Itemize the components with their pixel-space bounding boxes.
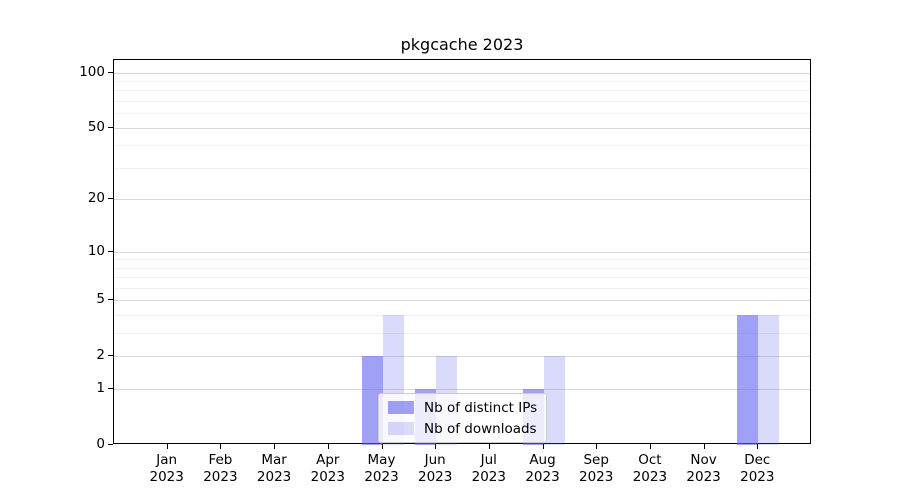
gridline-major-100: [114, 72, 810, 74]
gridline-major-1: [114, 389, 810, 391]
x-tick-dec: [757, 444, 759, 449]
legend: Nb of distinct IPs Nb of downloads: [378, 393, 548, 443]
gridline-minor-80: [114, 90, 810, 92]
legend-label-distinct-ips: Nb of distinct IPs: [424, 399, 538, 416]
y-tick-5: [108, 299, 113, 301]
legend-item-downloads: Nb of downloads: [388, 419, 537, 438]
x-tick-apr: [327, 444, 329, 449]
x-tick-oct: [649, 444, 651, 449]
gridline-minor-90: [114, 81, 810, 82]
x-tick-jul: [488, 444, 490, 449]
y-tick-1: [108, 388, 113, 390]
y-tick-label-5: 5: [96, 291, 105, 308]
gridline-minor-3: [114, 333, 810, 335]
legend-item-distinct-ips: Nb of distinct IPs: [388, 398, 537, 417]
y-tick-10: [108, 250, 113, 252]
legend-swatch-distinct-ips-icon: [388, 401, 414, 414]
gridline-minor-40: [114, 145, 810, 147]
y-tick-label-10: 10: [87, 242, 105, 259]
x-tick-feb: [220, 444, 222, 449]
x-tick-label-may: May 2023: [364, 452, 399, 485]
y-tick-label-100: 100: [79, 63, 105, 80]
x-tick-aug: [542, 444, 544, 449]
y-tick-20: [108, 198, 113, 200]
gridline-minor-9: [114, 259, 810, 261]
legend-swatch-downloads-icon: [388, 422, 414, 435]
bar-nb-of-downloads-dec: [758, 315, 780, 445]
y-tick-label-2: 2: [96, 347, 105, 364]
x-tick-label-sep: Sep 2023: [579, 452, 614, 485]
x-tick-sep: [596, 444, 598, 449]
y-tick-100: [108, 71, 113, 73]
gridline-major-10: [114, 251, 810, 253]
gridline-major-50: [114, 127, 810, 129]
gridline-minor-60: [114, 113, 810, 115]
x-tick-mar: [274, 444, 276, 449]
x-tick-label-jul: Jul 2023: [471, 452, 506, 485]
gridline-minor-7: [114, 277, 810, 279]
bar-nb-of-downloads-aug: [543, 356, 565, 445]
y-tick-0: [108, 444, 113, 445]
y-tick-label-50: 50: [87, 118, 105, 135]
y-tick-2: [108, 355, 113, 357]
x-tick-label-jun: Jun 2023: [418, 452, 453, 485]
x-tick-may: [381, 444, 383, 449]
x-tick-nov: [703, 444, 705, 449]
gridline-minor-8: [114, 267, 810, 269]
y-tick-50: [108, 126, 113, 128]
y-tick-label-1: 1: [96, 380, 105, 397]
gridline-major-2: [114, 356, 810, 358]
gridline-minor-6: [114, 288, 810, 289]
y-tick-label-0: 0: [96, 436, 105, 452]
x-tick-label-apr: Apr 2023: [310, 452, 345, 485]
legend-label-downloads: Nb of downloads: [424, 420, 537, 437]
gridline-major-5: [114, 300, 810, 302]
chart-title: pkgcache 2023: [400, 35, 524, 54]
x-tick-jun: [435, 444, 437, 449]
gridline-minor-70: [114, 101, 810, 102]
y-tick-label-20: 20: [87, 190, 105, 207]
bar-nb-of-distinct-ips-dec: [737, 315, 759, 445]
x-tick-label-nov: Nov 2023: [686, 452, 721, 485]
x-tick-label-aug: Aug 2023: [525, 452, 560, 485]
gridline-major-20: [114, 199, 810, 201]
x-tick-label-dec: Dec 2023: [740, 452, 775, 485]
x-tick-jan: [166, 444, 168, 449]
x-tick-label-oct: Oct 2023: [632, 452, 668, 485]
gridline-minor-4: [114, 315, 810, 317]
gridline-minor-30: [114, 167, 810, 169]
x-tick-label-mar: Mar 2023: [256, 452, 292, 485]
x-tick-label-feb: Feb 2023: [203, 452, 238, 485]
plot-area: [113, 59, 811, 445]
bar-nb-of-distinct-ips-may: [361, 356, 383, 445]
x-tick-label-jan: Jan 2023: [149, 452, 184, 485]
